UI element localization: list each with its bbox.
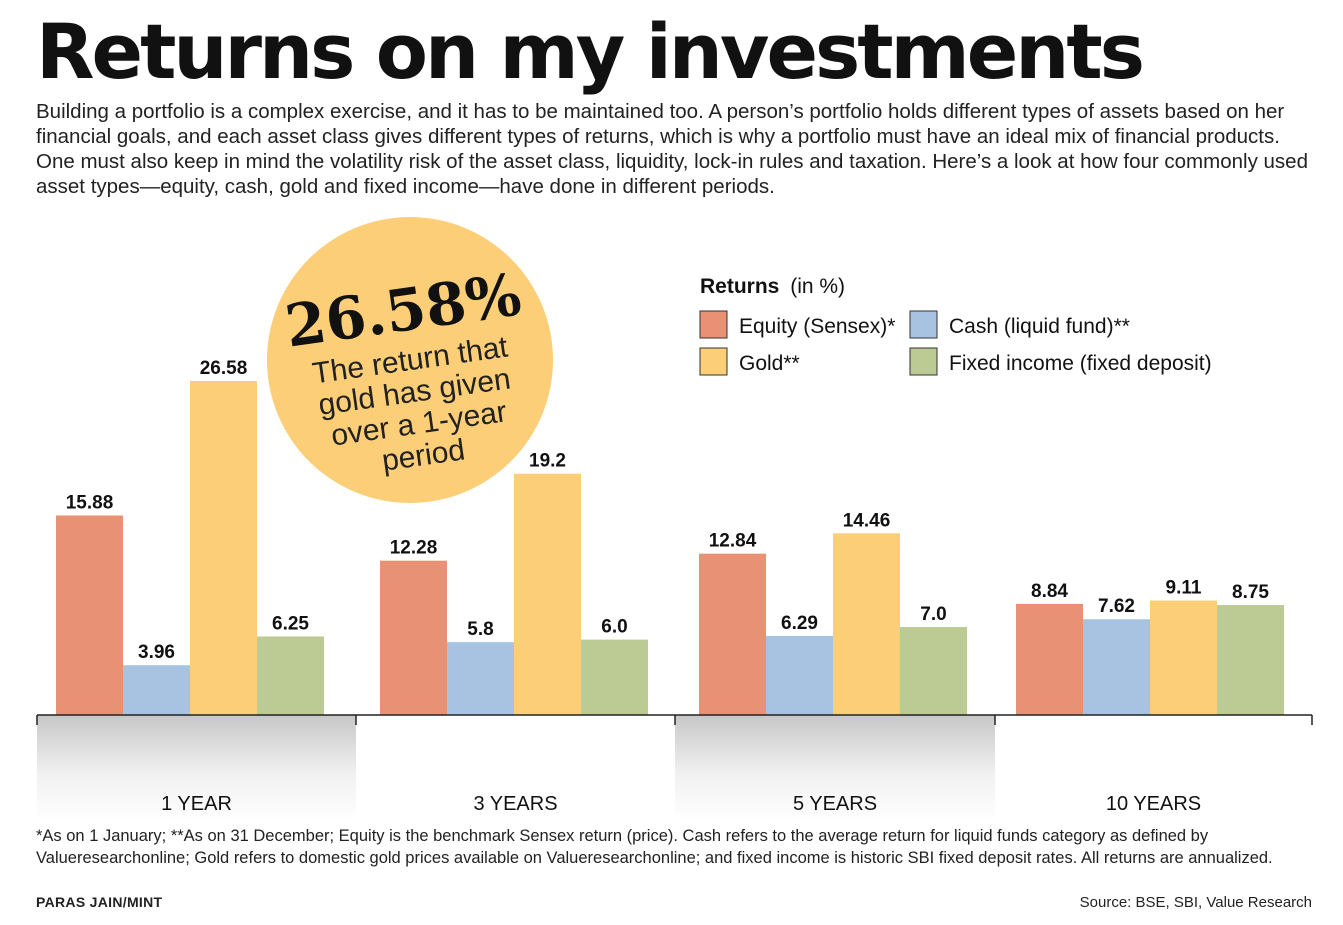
- bar-label-fixed-income-fixed-deposit-10-years: 8.75: [1232, 582, 1269, 603]
- category-band-5-years: [675, 715, 995, 820]
- bar-equity-sensex-3-years: [380, 560, 447, 715]
- bar-label-fixed-income-fixed-deposit-1-year: 6.25: [272, 613, 309, 634]
- bar-label-equity-sensex-10-years: 8.84: [1031, 581, 1068, 602]
- bar-cash-liquid-fund-3-years: [447, 642, 514, 715]
- legend-label-gold: Gold**: [739, 352, 800, 375]
- bar-label-fixed-income-fixed-deposit-5-years: 7.0: [920, 604, 946, 625]
- bar-label-cash-liquid-fund-3-years: 5.8: [467, 619, 493, 640]
- page-title: Returns on my investments: [36, 7, 1145, 96]
- intro-paragraph: Building a portfolio is a complex exerci…: [36, 100, 1308, 198]
- bar-label-fixed-income-fixed-deposit-3-years: 6.0: [601, 617, 627, 638]
- bar-gold-1-year: [190, 381, 257, 715]
- bar-equity-sensex-1-year: [56, 515, 123, 715]
- category-label-5-years: 5 YEARS: [793, 793, 877, 815]
- bar-label-gold-5-years: 14.46: [843, 510, 891, 531]
- legend-label-fixed-income-fixed-deposit: Fixed income (fixed deposit): [949, 352, 1212, 375]
- category-label-10-years: 10 YEARS: [1106, 793, 1201, 815]
- category-band-3-years: [356, 715, 675, 820]
- bar-fixed-income-fixed-deposit-10-years: [1217, 605, 1284, 715]
- category-band-10-years: [995, 715, 1312, 820]
- bar-equity-sensex-10-years: [1016, 603, 1083, 715]
- legend-swatch-cash-liquid-fund: [909, 310, 938, 339]
- credit: PARAS JAIN/MINT: [36, 894, 163, 910]
- legend-swatch-fixed-income-fixed-deposit: [909, 347, 938, 376]
- svg-text:Returns (in %): Returns (in %): [700, 275, 845, 298]
- category-band-1-year: [37, 715, 356, 820]
- bar-equity-sensex-5-years: [699, 553, 766, 715]
- source-note: Source: BSE, SBI, Value Research: [1079, 894, 1312, 911]
- bar-label-equity-sensex-1-year: 15.88: [66, 492, 114, 513]
- bar-gold-10-years: [1150, 600, 1217, 715]
- bar-fixed-income-fixed-deposit-3-years: [581, 639, 648, 715]
- bar-label-equity-sensex-5-years: 12.84: [709, 531, 757, 552]
- legend-swatch-equity-sensex: [699, 310, 728, 339]
- bar-label-cash-liquid-fund-10-years: 7.62: [1098, 596, 1135, 617]
- bar-label-gold-10-years: 9.11: [1166, 578, 1202, 599]
- bar-label-cash-liquid-fund-1-year: 3.96: [138, 642, 175, 663]
- legend-label-equity-sensex: Equity (Sensex)*: [739, 315, 895, 338]
- legend-swatch-gold: [699, 347, 728, 376]
- bar-label-cash-liquid-fund-5-years: 6.29: [781, 613, 818, 634]
- bar-gold-3-years: [514, 473, 581, 715]
- bar-cash-liquid-fund-5-years: [766, 635, 833, 715]
- bar-cash-liquid-fund-10-years: [1083, 619, 1150, 715]
- legend-unit: (in %): [790, 275, 845, 298]
- category-label-1-year: 1 YEAR: [161, 793, 232, 815]
- bar-label-gold-3-years: 19.2: [529, 451, 566, 472]
- bar-fixed-income-fixed-deposit-5-years: [900, 627, 967, 715]
- category-label-3-years: 3 YEARS: [473, 793, 557, 815]
- legend: Returns (in %) Equity (Sensex)* Cash (liq…: [699, 275, 1212, 376]
- legend-label-cash-liquid-fund: Cash (liquid fund)**: [949, 315, 1130, 338]
- callout-circle: [267, 217, 553, 503]
- legend-title: Returns: [700, 275, 779, 298]
- bar-label-gold-1-year: 26.58: [200, 358, 248, 379]
- bar-cash-liquid-fund-1-year: [123, 665, 190, 715]
- bar-fixed-income-fixed-deposit-1-year: [257, 636, 324, 715]
- callout: 26.58% The return thatgold has givenover…: [267, 217, 553, 503]
- footnote: *As on 1 January; **As on 31 December; E…: [36, 827, 1273, 867]
- bar-label-equity-sensex-3-years: 12.28: [390, 538, 438, 559]
- bar-gold-5-years: [833, 533, 900, 715]
